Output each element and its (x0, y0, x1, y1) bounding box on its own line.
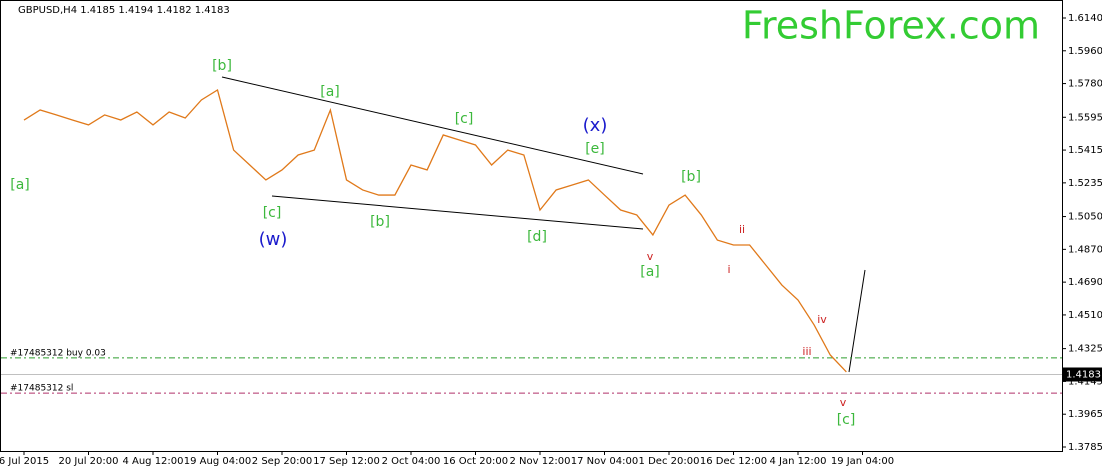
x-tick-label: 17 Sep 12:00 (313, 456, 380, 467)
order-label: #17485312 sl (10, 384, 73, 394)
trend-line (221, 76, 644, 175)
x-tick-label: 4 Aug 12:00 (122, 456, 183, 467)
current-price-box (1062, 367, 1102, 382)
x-tick-label: 19 Jan 04:00 (831, 456, 894, 467)
wave-label: [a] (640, 264, 660, 280)
y-tick-label: 1.5415 (1068, 145, 1102, 156)
wave-label: i (727, 263, 730, 276)
y-tick-label: 1.5960 (1068, 46, 1102, 57)
wave-label: [c] (837, 412, 856, 428)
wave-label: (w) (259, 229, 288, 250)
projection-line (848, 269, 866, 373)
wave-label: [b] (212, 58, 232, 74)
wave-label: [e] (585, 141, 605, 157)
wave-label: v (840, 396, 847, 409)
plot-frame (0, 0, 1063, 452)
y-tick-label: 1.4145 (1068, 376, 1102, 387)
y-tick-label: 1.5780 (1068, 79, 1102, 90)
x-tick-label: 19 Aug 04:00 (184, 456, 251, 467)
wave-label: iv (817, 313, 827, 326)
price-line (23, 88, 847, 373)
y-tick-label: 1.5595 (1068, 112, 1102, 123)
watermark: FreshForex.com (742, 4, 1040, 48)
x-tick-label: 4 Jan 12:00 (770, 456, 827, 467)
x-tick-label: 2 Nov 12:00 (509, 456, 570, 467)
y-tick-label: 1.5235 (1068, 178, 1102, 189)
wave-label: [b] (370, 214, 390, 230)
order-label: #17485312 buy 0.03 (10, 348, 106, 358)
y-tick-label: 1.4870 (1068, 244, 1102, 255)
x-tick-label: 17 Nov 04:00 (571, 456, 638, 467)
wave-label: ii (739, 223, 745, 236)
x-tick-label: 2 Sep 20:00 (252, 456, 312, 467)
trend-line (271, 195, 644, 230)
y-tick-label: 1.4510 (1068, 310, 1102, 321)
wave-label: v (647, 250, 654, 263)
wave-label: [c] (263, 205, 282, 221)
current-price-label: 1.4183 (1066, 369, 1101, 380)
wave-label: [b] (681, 169, 701, 185)
x-tick-label: 2 Oct 04:00 (382, 456, 441, 467)
y-tick-label: 1.4690 (1068, 277, 1102, 288)
wave-label: [a] (320, 84, 340, 100)
wave-label: [d] (527, 229, 547, 245)
x-tick-label: 16 Dec 12:00 (700, 456, 767, 467)
wave-label: [c] (455, 111, 474, 127)
y-tick-label: 1.5050 (1068, 212, 1102, 223)
wave-label: iii (802, 345, 811, 358)
wave-label: (x) (583, 115, 608, 136)
y-tick-label: 1.6140 (1068, 13, 1102, 24)
x-tick-label: 6 Jul 2015 (0, 456, 49, 467)
chart-title: GBPUSD,H4 1.4185 1.4194 1.4182 1.4183 (18, 5, 230, 16)
x-tick-label: 16 Oct 20:00 (443, 456, 508, 467)
x-tick-label: 20 Jul 20:00 (59, 456, 119, 467)
y-tick-label: 1.3965 (1068, 409, 1102, 420)
x-tick-label: 1 Dec 20:00 (639, 456, 700, 467)
y-tick-label: 1.4325 (1068, 344, 1102, 355)
y-tick-label: 1.3785 (1068, 442, 1102, 453)
wave-label: [a] (10, 177, 30, 193)
